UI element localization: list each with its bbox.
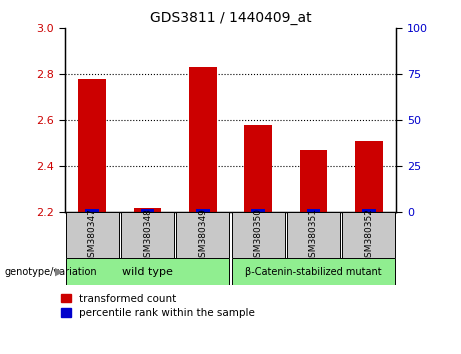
Bar <box>362 209 376 212</box>
Bar <box>189 67 217 212</box>
Text: β-Catenin-stabilized mutant: β-Catenin-stabilized mutant <box>245 267 382 277</box>
Text: ▶: ▶ <box>55 267 64 277</box>
Legend: transformed count, percentile rank within the sample: transformed count, percentile rank withi… <box>60 294 255 318</box>
Bar <box>196 209 210 212</box>
Text: wild type: wild type <box>122 267 173 277</box>
Bar <box>134 208 161 212</box>
Bar <box>251 209 265 212</box>
Bar <box>300 150 327 212</box>
Bar <box>85 209 99 212</box>
Text: GSM380348: GSM380348 <box>143 208 152 263</box>
Text: GSM380347: GSM380347 <box>88 208 97 263</box>
Bar <box>342 212 396 258</box>
Bar <box>65 258 230 285</box>
Text: GSM380349: GSM380349 <box>198 208 207 263</box>
Bar <box>244 125 272 212</box>
Bar <box>355 141 383 212</box>
Bar <box>78 79 106 212</box>
Text: genotype/variation: genotype/variation <box>5 267 97 277</box>
Text: GSM380352: GSM380352 <box>364 208 373 263</box>
Bar <box>231 258 396 285</box>
Bar <box>141 209 154 212</box>
Text: GSM380351: GSM380351 <box>309 208 318 263</box>
Bar <box>307 209 320 212</box>
Bar <box>231 212 285 258</box>
Bar <box>65 212 119 258</box>
Bar <box>287 212 340 258</box>
Bar <box>121 212 174 258</box>
Text: GSM380350: GSM380350 <box>254 208 263 263</box>
Bar <box>176 212 230 258</box>
Title: GDS3811 / 1440409_at: GDS3811 / 1440409_at <box>150 11 311 24</box>
